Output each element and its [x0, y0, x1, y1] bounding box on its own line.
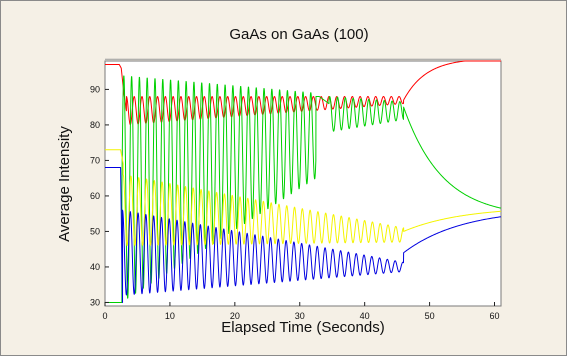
x-tick-label: 30	[295, 311, 305, 321]
series-line-2	[105, 75, 502, 303]
chart-title: GaAs on GaAs (100)	[229, 26, 368, 43]
y-tick-label: 50	[90, 226, 100, 236]
x-tick-label: 40	[360, 311, 370, 321]
y-tick-label: 90	[90, 84, 100, 94]
x-tick-label: 10	[165, 311, 175, 321]
y-tick-label: 80	[90, 120, 100, 130]
x-tick-label: 60	[490, 311, 500, 321]
x-tick-label: 50	[425, 311, 435, 321]
x-tick-label: 20	[230, 311, 240, 321]
y-axis-ticks: 30 40 50 60 70 80 90	[90, 84, 109, 307]
series-line-4	[105, 167, 502, 303]
y-tick-label: 60	[90, 191, 100, 201]
x-axis-ticks: 0 10 20 30 40 50 60	[102, 302, 500, 321]
y-tick-label: 30	[90, 297, 100, 307]
y-axis-title: Average Intensity	[56, 126, 73, 242]
y-tick-label: 70	[90, 155, 100, 165]
series-line-1	[105, 60, 501, 126]
y-tick-label: 40	[90, 262, 100, 272]
x-tick-label: 0	[102, 311, 107, 321]
series-layer	[105, 60, 502, 303]
series-line-3	[105, 149, 502, 247]
x-axis-title: Elapsed Time (Seconds)	[221, 319, 384, 336]
